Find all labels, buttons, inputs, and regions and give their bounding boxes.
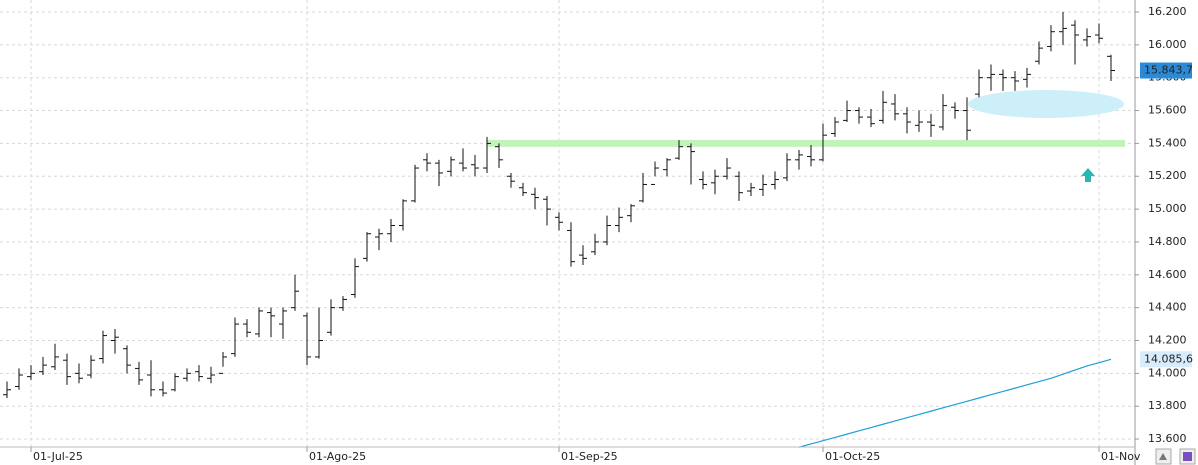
- y-tick-label: 14.200: [1148, 333, 1187, 346]
- x-tick-label: 01-Nov: [1101, 450, 1141, 463]
- up-arrow: [1081, 168, 1095, 182]
- y-tick-label: 16.000: [1148, 38, 1187, 51]
- y-tick-label: 14.800: [1148, 235, 1187, 248]
- moving-average: [798, 358, 1112, 448]
- y-tick-label: 14.600: [1148, 268, 1187, 281]
- y-tick-label: 15.200: [1148, 169, 1187, 182]
- y-tick-label: 15.000: [1148, 202, 1187, 215]
- highlight-ellipse: [968, 90, 1124, 118]
- y-tick-label: 16.200: [1148, 5, 1187, 18]
- y-tick-label: 15.400: [1148, 136, 1187, 149]
- y-tick-label: 14.000: [1148, 366, 1187, 379]
- y-tick-label: 15.600: [1148, 104, 1187, 117]
- price-badge: [1140, 62, 1192, 79]
- x-tick-label: 01-Ago-25: [309, 450, 366, 463]
- y-tick-label: 13.600: [1148, 432, 1187, 445]
- toolbar-icon: [1159, 453, 1167, 460]
- y-tick-label: 13.800: [1148, 399, 1187, 412]
- mark-layer: [3, 11, 1115, 448]
- x-tick-label: 01-Jul-25: [33, 450, 83, 463]
- price-badge: [1140, 351, 1192, 368]
- price-badge-label: 15.843,7: [1144, 64, 1193, 77]
- x-tick-label: 01-Sep-25: [561, 450, 618, 463]
- y-tick-label: 14.400: [1148, 301, 1187, 314]
- annotation-layer: [487, 90, 1125, 182]
- x-tick-label: 01-Oct-25: [825, 450, 880, 463]
- axis-layer: 13.600 13.800 14.000 14.200 14.400 14.600 14.8…: [30, 5, 1193, 463]
- price-badge-label: 14.085,6: [1144, 352, 1193, 365]
- save-icon: [1183, 452, 1192, 461]
